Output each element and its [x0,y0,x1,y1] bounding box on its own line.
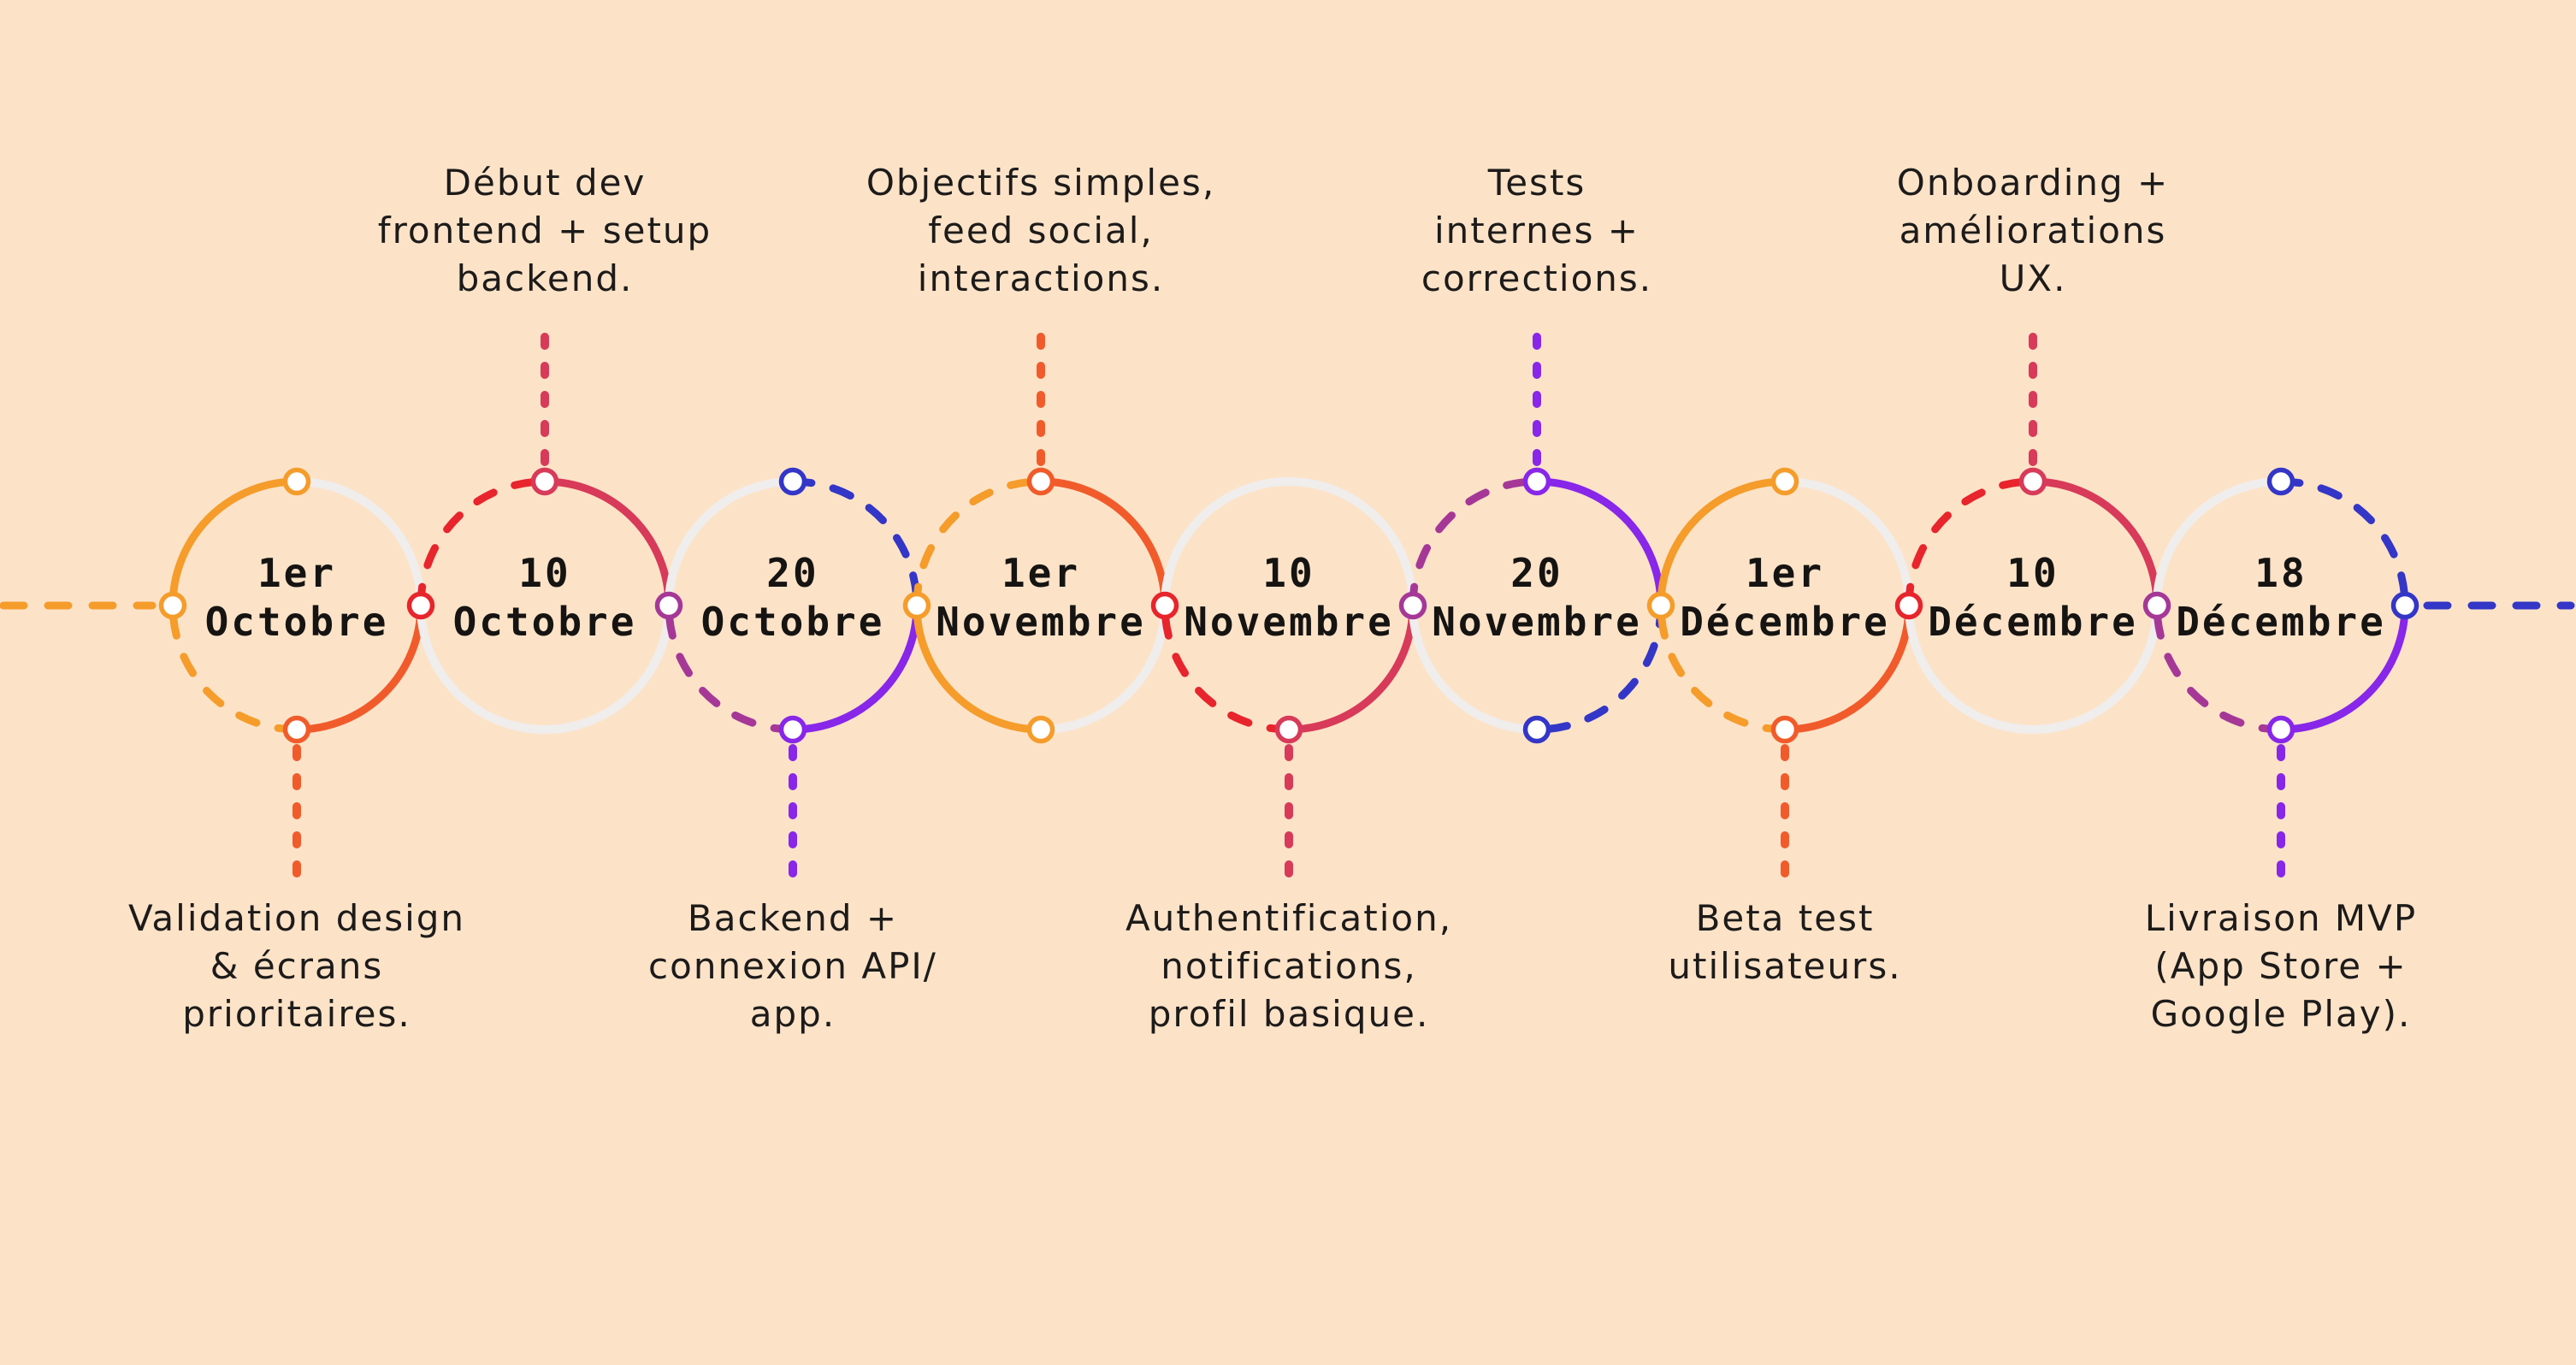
milestone-date-8: 10 Décembre [1905,549,2161,647]
milestone-date-4: 1er Novembre [913,549,1169,647]
node-dot [158,591,187,620]
milestone-annotation-6: Tests internes + corrections. [1421,162,1653,299]
node-dot [1398,591,1427,620]
date-month: Novembre [1432,599,1642,645]
node-dot [1150,591,1179,620]
timeline-node-dots [158,467,2419,744]
node-dot [1026,467,1055,496]
date-day: 20 [1510,550,1563,596]
node-dot [406,591,435,620]
date-day: 18 [2254,550,2307,596]
node-dot [2142,591,2171,620]
node-dot [282,467,311,496]
milestone-annotation-4: Objectifs simples, feed social, interact… [866,162,1216,299]
milestone-ring-2 [417,477,673,734]
date-day: 1er [257,550,337,596]
date-day: 1er [1745,550,1825,596]
milestone-ring-8 [1905,477,2161,734]
date-month: Novembre [936,599,1146,645]
milestone-date-7: 1er Décembre [1657,549,1913,647]
milestone-annotation-3: Backend + connexion API/ app. [648,897,937,1035]
date-day: 10 [518,550,571,596]
annotation-connectors [292,331,2285,878]
milestone-date-3: 20 Octobre [665,549,921,647]
milestone-annotation-7: Beta test utilisateurs. [1668,897,1902,987]
milestone-annotation-9: Livraison MVP (App Store + Google Play). [2144,897,2418,1035]
milestone-date-5: 10 Novembre [1161,549,1417,647]
milestone-ring-7 [1657,477,1913,734]
node-dot [1274,715,1303,744]
milestone-ring-1 [168,477,425,734]
milestone-ring-9 [2153,477,2409,734]
date-month: Décembre [1928,599,2138,645]
node-dot [1646,591,1675,620]
date-day: 20 [766,550,819,596]
date-month: Octobre [204,599,389,645]
node-dot [902,591,931,620]
node-dot [1522,467,1551,496]
date-day: 10 [1262,550,1315,596]
node-dot [1894,591,1923,620]
milestone-annotation-8: Onboarding + améliorations UX. [1896,162,2170,299]
node-dot [778,715,807,744]
node-dot [2266,715,2295,744]
milestone-ring-5 [1161,477,1417,734]
milestone-annotation-2: Début dev frontend + setup backend. [377,162,712,299]
date-month: Décembre [2176,599,2386,645]
node-dot [2390,591,2419,620]
date-day: 10 [2006,550,2059,596]
node-dot [1026,715,1055,744]
milestone-annotation-1: Validation design & écrans prioritaires. [127,897,466,1035]
date-month: Novembre [1184,599,1394,645]
milestone-date-1: 1er Octobre [168,549,425,647]
date-day: 1er [1001,550,1081,596]
milestone-annotation-5: Authentification, notifications, profil … [1125,897,1453,1035]
date-month: Octobre [700,599,885,645]
milestone-date-2: 10 Octobre [417,549,673,647]
node-dot [2266,467,2295,496]
node-dot [2018,467,2047,496]
node-dot [1770,715,1799,744]
node-dot [530,467,559,496]
milestone-date-6: 20 Novembre [1409,549,1665,647]
node-dot [1770,467,1799,496]
milestone-ring-4 [913,477,1169,734]
node-dot [654,591,683,620]
node-dot [778,467,807,496]
milestone-ring-3 [665,477,921,734]
date-month: Octobre [452,599,637,645]
node-dot [282,715,311,744]
node-dot [1522,715,1551,744]
date-month: Décembre [1680,599,1890,645]
milestone-ring-6 [1409,477,1665,734]
milestone-date-9: 18 Décembre [2153,549,2409,647]
